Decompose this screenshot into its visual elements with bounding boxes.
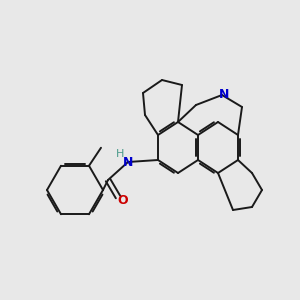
Text: O: O [118,194,128,208]
Text: N: N [123,155,133,169]
Text: H: H [116,149,124,159]
Text: N: N [219,88,229,100]
